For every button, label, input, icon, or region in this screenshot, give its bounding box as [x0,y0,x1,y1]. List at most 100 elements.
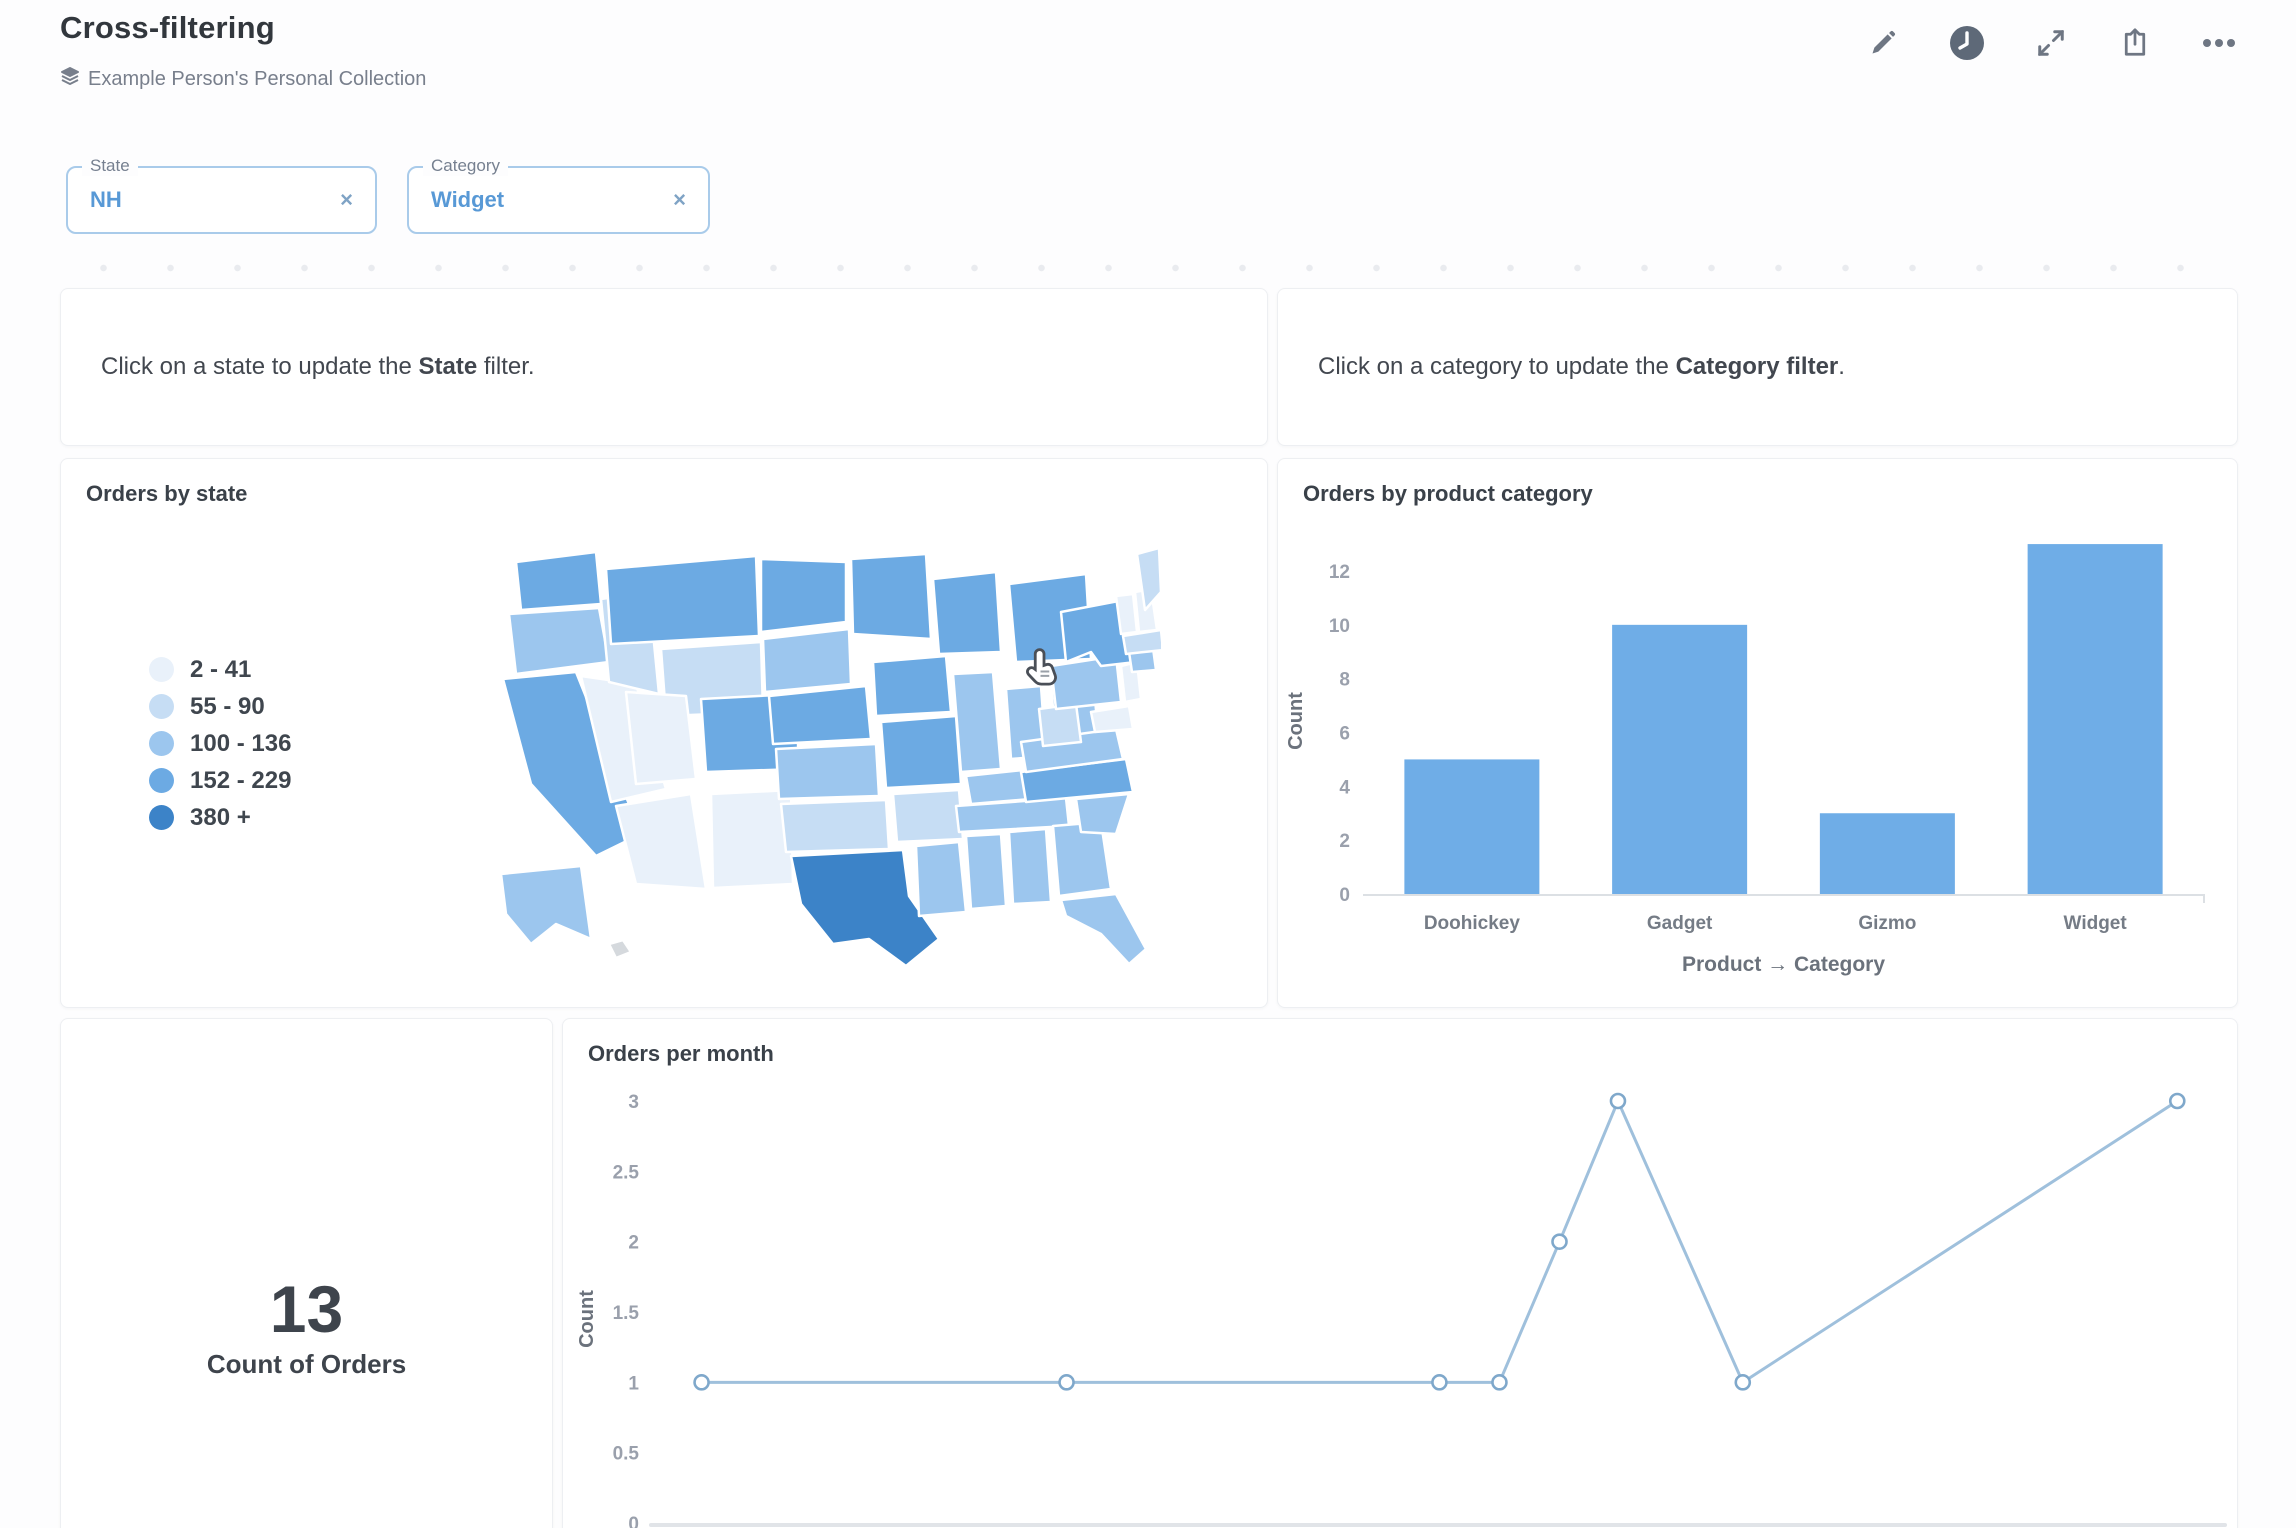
bar-gadget[interactable] [1612,624,1748,894]
state-WA[interactable] [514,550,603,612]
category-filter-clear-icon[interactable]: × [673,187,686,212]
state-filter-clear-icon[interactable]: × [340,187,353,212]
state-AL[interactable] [1007,827,1053,906]
map-legend-item: 152 - 229 [149,762,291,799]
state-SD[interactable] [761,627,853,694]
bar-y-tick: 4 [1339,777,1350,798]
collection-icon [60,66,80,92]
state-VT[interactable] [1114,592,1139,636]
legend-label: 2 - 41 [190,655,252,683]
line-y-tick: 0.5 [613,1444,640,1465]
state-MN[interactable] [849,552,933,641]
line-data-point[interactable] [1609,1092,1627,1110]
map-legend-item: 380 + [149,799,291,836]
state-ME[interactable] [1135,546,1161,612]
legend-swatch-icon [149,805,174,830]
line-series-path [701,1099,2179,1384]
bar-card-title: Orders by product category [1303,481,1593,506]
state-MO[interactable] [879,714,963,790]
history-clock-icon[interactable] [1948,24,1986,62]
line-chart[interactable]: 0 0.5 1 1.5 2 2.5 3 Count [563,1019,2239,1528]
state-hint-card: Click on a state to update the State fil… [60,288,1268,446]
state-IL[interactable] [951,670,1003,774]
bar-gizmo[interactable] [1819,813,1955,894]
category-filter-label: Category [423,156,508,176]
state-CA[interactable] [501,670,643,858]
state-AK[interactable] [499,864,593,946]
line-data-point[interactable] [1734,1374,1752,1391]
state-hint-text: Click on a state to update the State fil… [101,353,535,380]
line-data-point[interactable] [1058,1374,1075,1391]
state-MT[interactable] [604,554,761,646]
state-NM[interactable] [709,788,795,890]
state-PA[interactable] [1049,654,1123,711]
state-filter[interactable]: State NH × [66,156,377,234]
state-ND[interactable] [759,557,848,634]
map-card-title: Orders by state [86,481,248,506]
state-AR[interactable] [891,788,965,844]
line-data-point[interactable] [1491,1374,1508,1391]
state-OR[interactable] [507,606,611,676]
line-data-point[interactable] [1551,1233,1568,1250]
bar-chart[interactable]: 0 2 4 6 8 10 12 Doohickey Gadget Gizmo Widget Produ… [1278,459,2239,1009]
orders-per-month-card: Orders per month 0 0.5 1 1.5 2 2.5 3 Count [562,1018,2238,1528]
orders-by-category-card: Orders by product category 0 2 4 6 8 10 12 Dooh… [1277,458,2238,1008]
legend-swatch-icon [149,731,174,756]
collection-name: Example Person's Personal Collection [88,67,427,90]
category-hint-card: Click on a category to update the Catego… [1277,288,2238,446]
line-y-axis-label: Count [576,1290,598,1348]
state-AZ[interactable] [614,792,708,891]
map-legend-item: 100 - 136 [149,725,291,762]
state-HI[interactable] [607,938,633,960]
page-title: Cross-filtering [60,10,275,45]
state-TX[interactable] [789,848,941,968]
more-ellipsis-icon[interactable] [2200,24,2238,62]
state-LA[interactable] [914,840,968,918]
state-OK[interactable] [779,798,891,854]
bar-x-tick: Doohickey [1424,913,1521,934]
legend-label: 380 + [190,803,251,831]
scalar-value[interactable]: 13 [269,1272,344,1346]
state-NE[interactable] [767,684,873,746]
state-WV[interactable] [1037,702,1083,748]
state-SC[interactable] [1074,792,1131,836]
bar-x-axis-label: Product → Category [1682,953,1885,976]
bar-x-axis-line [1363,894,2205,903]
legend-label: 55 - 90 [190,692,265,720]
line-data-point[interactable] [1431,1374,1448,1391]
us-choropleth-map[interactable] [461,544,1161,969]
state-MD[interactable] [1089,704,1135,734]
category-filter[interactable]: Category Widget × [407,156,710,234]
bar-y-tick: 10 [1329,616,1350,637]
line-card-title: Orders per month [588,1041,774,1066]
bar-y-tick: 8 [1339,670,1350,691]
edit-pencil-icon[interactable] [1864,24,1902,62]
fullscreen-icon[interactable] [2032,24,2070,62]
scalar-label: Count of Orders [206,1349,407,1379]
state-FL[interactable] [1059,892,1148,966]
category-filter-value: Widget [431,187,505,212]
state-filter-label: State [82,156,138,176]
bar-y-axis-label: Count [1285,692,1307,750]
state-IA[interactable] [871,654,953,718]
bar-x-tick: Gizmo [1858,913,1916,934]
legend-label: 100 - 136 [190,729,292,757]
line-y-tick: 1.5 [613,1303,640,1324]
state-WI[interactable] [931,570,1003,656]
state-UT[interactable] [624,690,698,786]
share-icon[interactable] [2116,24,2154,62]
line-y-tick: 2.5 [613,1162,640,1183]
state-KS[interactable] [774,742,881,801]
state-filter-value: NH [90,187,122,212]
legend-swatch-icon [149,694,174,719]
dashboard-grid-dots [70,264,2236,272]
bar-y-tick: 12 [1329,562,1350,583]
line-y-tick: 1 [628,1373,639,1394]
line-data-point[interactable] [2168,1092,2186,1110]
line-data-point[interactable] [693,1374,710,1391]
breadcrumb[interactable]: Example Person's Personal Collection [60,66,426,92]
bar-widget[interactable] [2027,544,2163,894]
state-MS[interactable] [964,832,1008,911]
bar-y-tick: 0 [1339,885,1350,906]
bar-doohickey[interactable] [1404,759,1540,894]
